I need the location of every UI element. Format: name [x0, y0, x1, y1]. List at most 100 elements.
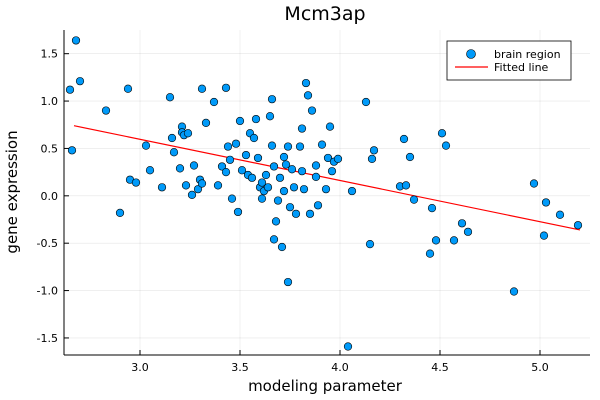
scatter-point: [295, 142, 305, 151]
scatter-point: [305, 209, 315, 218]
scatter-point: [233, 207, 243, 217]
scatter-point: [463, 227, 473, 236]
scatter-point: [281, 160, 291, 169]
scatter-point: [183, 129, 193, 138]
scatter-point: [65, 85, 75, 94]
scatter-point: [123, 84, 133, 93]
scatter-point: [317, 140, 327, 149]
scatter-point: [425, 249, 435, 258]
scatter-point: [101, 106, 111, 115]
scatter-point: [257, 178, 267, 187]
scatter-point: [261, 170, 271, 180]
scatter-point: [275, 173, 285, 182]
x-tick-label: 5.0: [531, 361, 549, 374]
scatter-point: [573, 221, 583, 230]
scatter-point: [115, 208, 125, 217]
scatter-point: [323, 153, 333, 163]
scatter-point: [197, 179, 207, 188]
scatter-point: [181, 181, 191, 190]
y-tick-label: 1.0: [41, 95, 59, 108]
legend-box: [446, 40, 572, 81]
scatter-point: [405, 152, 415, 162]
y-tick-label: -0.5: [37, 237, 58, 250]
scatter-point: [145, 166, 155, 175]
fitted-line-series: [73, 125, 581, 231]
scatter-point: [299, 185, 309, 194]
scatter-point: [231, 139, 241, 148]
scatter-point: [223, 142, 233, 151]
scatter-point: [167, 133, 177, 143]
scatter-point: [369, 146, 379, 155]
scatter-point: [289, 183, 299, 192]
scatter-point: [227, 194, 237, 203]
scatter-point: [431, 236, 441, 245]
scatter-point: [241, 150, 251, 160]
scatter-point: [175, 164, 185, 173]
scatter-point: [291, 209, 301, 218]
scatter-point: [187, 190, 197, 199]
scatter-point: [361, 97, 371, 107]
scatter-point: [311, 161, 321, 170]
scatter-point: [249, 133, 259, 143]
y-tick-label: 1.5: [41, 48, 59, 61]
scatter-point: [169, 148, 179, 157]
scatter-point: [441, 141, 451, 150]
y-axis-label: gene expression: [3, 130, 21, 253]
y-tick-label: -1.5: [37, 332, 58, 345]
scatter-point: [343, 342, 353, 351]
scatter-point: [273, 196, 283, 205]
x-tick-label: 3.0: [131, 361, 149, 374]
scatter-point: [529, 179, 539, 188]
scatter-point: [457, 219, 467, 228]
scatter-point: [555, 210, 565, 219]
x-tick-label: 3.5: [231, 361, 249, 374]
scatter-point: [409, 195, 419, 204]
legend: brain region Fitted line: [446, 40, 572, 81]
scatter-point: [75, 77, 85, 86]
scatter-point: [321, 185, 331, 194]
scatter-point: [225, 155, 235, 164]
x-axis-label: modeling parameter: [248, 377, 403, 395]
scatter-point: [427, 204, 437, 213]
scatter-point: [165, 93, 175, 102]
scatter-point: [271, 217, 281, 226]
x-tick-label: 4.5: [431, 361, 449, 374]
legend-marker-brain-region: [466, 49, 476, 59]
scatter-point: [327, 167, 337, 176]
scatter-point: [251, 114, 261, 124]
x-tick-label: 4.0: [331, 361, 349, 374]
scatter-point: [301, 78, 311, 88]
scatter-point: [71, 36, 81, 45]
scatter-point: [277, 242, 287, 252]
scatter-point: [247, 173, 257, 182]
scatter-point: [263, 183, 273, 192]
grid-y: [64, 53, 590, 339]
y-tick-label: -1.0: [37, 285, 58, 298]
x-ticks: 3.0 3.5 4.0 4.5 5.0: [131, 350, 549, 374]
scatter-point: [313, 201, 323, 210]
scatter-point: [297, 167, 307, 176]
scatter-point: [365, 240, 375, 249]
scatter-point: [221, 168, 231, 177]
scatter-point: [539, 231, 549, 240]
scatter-point: [541, 198, 551, 207]
scatter-point: [267, 95, 277, 104]
scatter-point: [141, 141, 151, 150]
fitted-line: [73, 125, 581, 231]
scatter-point: [399, 134, 409, 144]
scatter-point: [189, 161, 199, 170]
scatter-point: [269, 162, 279, 171]
scatter-point: [307, 106, 317, 115]
scatter-point: [217, 162, 227, 171]
y-tick-label: 0.5: [41, 142, 59, 155]
scatter-point: [131, 178, 141, 187]
scatter-point: [333, 154, 343, 163]
scatter-points: [65, 36, 583, 351]
y-ticks: -1.5 -1.0 -0.5 0.0 0.5 1.0 1.5: [37, 48, 69, 345]
scatter-point: [253, 153, 263, 163]
scatter-point: [437, 129, 447, 138]
scatter-point: [283, 277, 293, 287]
scatter-point: [279, 152, 289, 162]
scatter-point: [213, 181, 223, 190]
